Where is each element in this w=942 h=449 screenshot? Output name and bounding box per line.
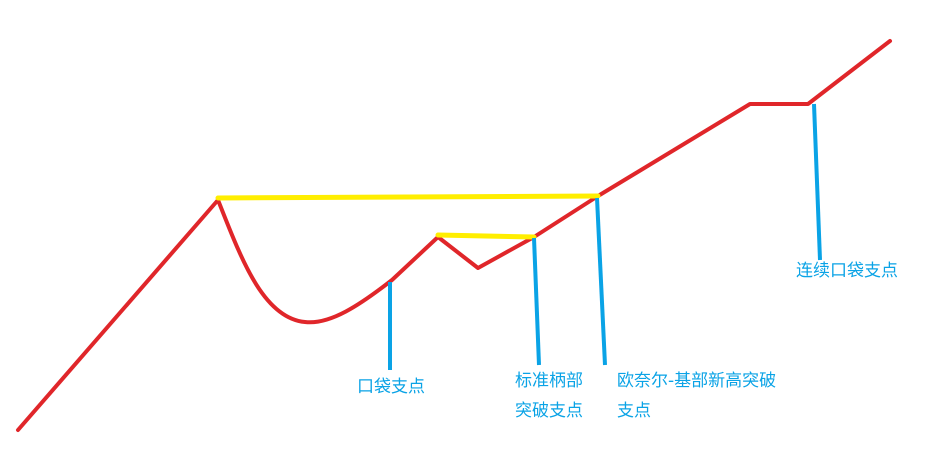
oneil-breakout-text-line2: 支点 <box>617 401 651 421</box>
handle-breakout-text-line1: 标准柄部 <box>515 371 583 391</box>
pocket-pivot-label: 口袋支点 <box>357 372 425 402</box>
handle-breakout-text-line2: 突破支点 <box>515 401 583 421</box>
handle-resistance-line <box>435 232 537 240</box>
cup-rim-resistance-line <box>215 193 601 201</box>
continuation-pocket-pivot-label: 连续口袋支点 <box>796 256 898 286</box>
price-line <box>16 39 892 432</box>
oneil-breakout-text-line1: 欧奈尔-基部新高突破 <box>617 371 777 391</box>
oneil-breakout-marker <box>595 197 607 366</box>
handle-breakout-marker <box>532 237 541 366</box>
continuation-pocket-pivot-text: 连续口袋支点 <box>796 261 898 281</box>
continuation-pocket-pivot-marker <box>812 103 822 261</box>
pocket-pivot-text: 口袋支点 <box>357 377 425 397</box>
oneil-breakout-label: 欧奈尔-基部新高突破 支点 <box>617 366 776 426</box>
handle-breakout-label: 标准柄部 突破支点 <box>515 366 583 426</box>
